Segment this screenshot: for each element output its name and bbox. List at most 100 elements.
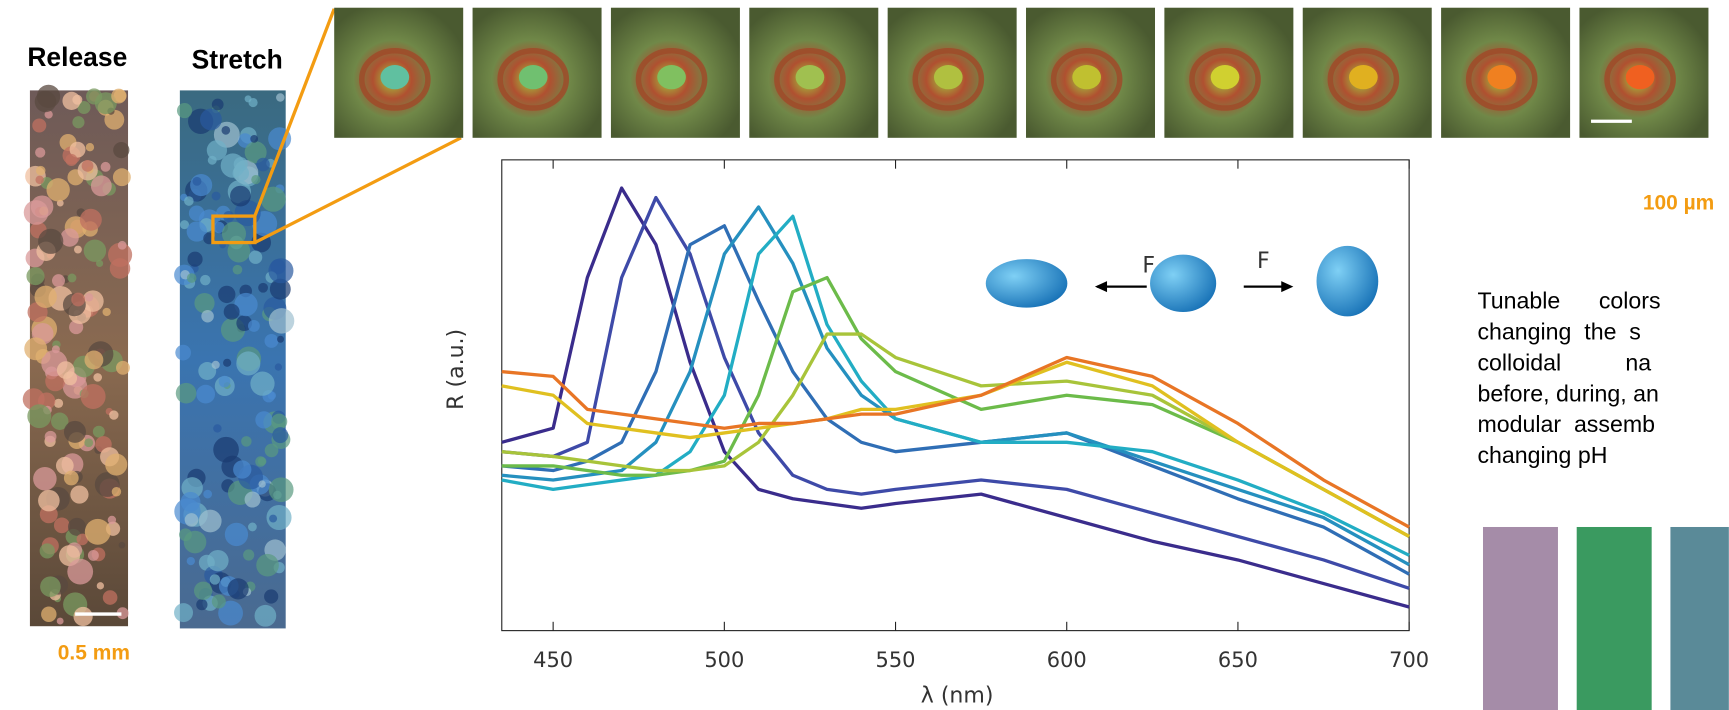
texture-dot [116, 360, 130, 375]
texture-dot [38, 228, 64, 254]
texture-dot [209, 574, 221, 585]
texture-dot [80, 383, 106, 409]
texture-dot [234, 292, 258, 317]
texture-dot [221, 126, 231, 135]
texture-dot [117, 240, 127, 250]
texture-dot [26, 267, 45, 286]
caption-line: before, during, an [1477, 380, 1658, 406]
thumbnail-ring [1604, 47, 1676, 111]
texture-dot [272, 427, 289, 444]
texture-dot [55, 456, 74, 475]
thumbnail-core [380, 65, 410, 90]
texture-dot [70, 485, 89, 504]
texture-dot [56, 617, 64, 625]
texture-dot [77, 100, 91, 115]
texture-dot [276, 93, 285, 102]
texture-dot [44, 430, 57, 443]
texture-dot [277, 335, 285, 343]
texture-dot [60, 228, 79, 247]
sample-photo [1670, 526, 1729, 710]
texture-dot [112, 168, 131, 187]
texture-dot [34, 285, 57, 309]
texture-dot [35, 147, 46, 158]
thumbnail-core [518, 65, 548, 90]
texture-dot [223, 303, 240, 320]
texture-dot [257, 456, 267, 466]
texture-dot [213, 424, 222, 433]
texture-dot [218, 375, 231, 388]
zoom-line [253, 8, 336, 217]
texture-dot [118, 541, 126, 549]
texture-dot [96, 582, 105, 590]
sample-photo [1482, 526, 1558, 710]
texture-dot [73, 245, 82, 254]
texture-dot [84, 293, 94, 302]
texture-dot [186, 221, 207, 242]
texture-dot [184, 196, 194, 206]
zoom-line [254, 136, 462, 245]
thumbnail-core [1487, 65, 1517, 90]
texture-dot [264, 334, 279, 348]
caption-line: colloidal na [1477, 349, 1651, 375]
x-tick-label: 500 [704, 648, 744, 672]
stretch-label: Stretch [192, 44, 283, 74]
texture-dot [258, 282, 268, 293]
texture-dot [174, 603, 194, 623]
texture-dot [111, 487, 122, 497]
texture-dot [250, 371, 275, 396]
texture-dot [268, 477, 294, 503]
texture-dot [186, 273, 197, 283]
series-line [501, 214, 1410, 557]
caption: Tunable colors changing the s colloidal na… [1477, 288, 1660, 468]
texture-dot [63, 470, 79, 486]
thumbnails [334, 7, 1709, 138]
texture-dot [224, 522, 249, 547]
arrow-head [1281, 281, 1294, 293]
texture-dot [71, 292, 86, 307]
texture-dot [218, 285, 236, 304]
texture-dot [40, 576, 61, 597]
texture-dot [35, 165, 46, 176]
caption-line: modular assemb [1477, 411, 1655, 437]
texture-dot [39, 543, 55, 559]
texture-dot [213, 436, 239, 463]
texture-dot [67, 558, 94, 585]
texture-dot [221, 221, 247, 246]
series-line [501, 332, 1410, 538]
texture-dot [198, 509, 222, 533]
thumbnail-core [1072, 65, 1101, 90]
texture-dot [69, 141, 86, 158]
texture-dot [84, 438, 94, 448]
texture-dot [35, 175, 44, 185]
texture-dot [109, 410, 119, 420]
texture-dot [23, 200, 49, 225]
x-tick-label: 700 [1389, 648, 1429, 672]
texture-dot [260, 186, 286, 212]
x-axis-label: λ (nm) [921, 683, 994, 708]
texture-dot [90, 175, 112, 197]
texture-dot [179, 528, 192, 542]
force-label: F [1142, 253, 1155, 278]
texture-dot [243, 549, 255, 561]
texture-dot [269, 278, 291, 300]
zoom-box [211, 214, 257, 245]
thumbnail-ring [359, 47, 431, 111]
texture-dot [248, 97, 258, 108]
thumbnail-core [657, 65, 686, 90]
texture-dot [207, 155, 217, 165]
y-axis-label: R (a.u.) [444, 329, 469, 410]
texture-dot [274, 363, 283, 371]
texture-dot [52, 274, 65, 288]
texture-dot [83, 239, 107, 262]
texture-dot [38, 489, 60, 512]
texture-dot [196, 599, 208, 611]
texture-dot [84, 350, 104, 370]
texture-dot [180, 491, 201, 512]
texture-dot [236, 351, 261, 376]
texture-dot [227, 578, 249, 600]
series-line [501, 195, 1410, 590]
texture-dot [102, 590, 118, 605]
thumbnail-ring [1189, 47, 1261, 111]
texture-dot [186, 556, 195, 566]
